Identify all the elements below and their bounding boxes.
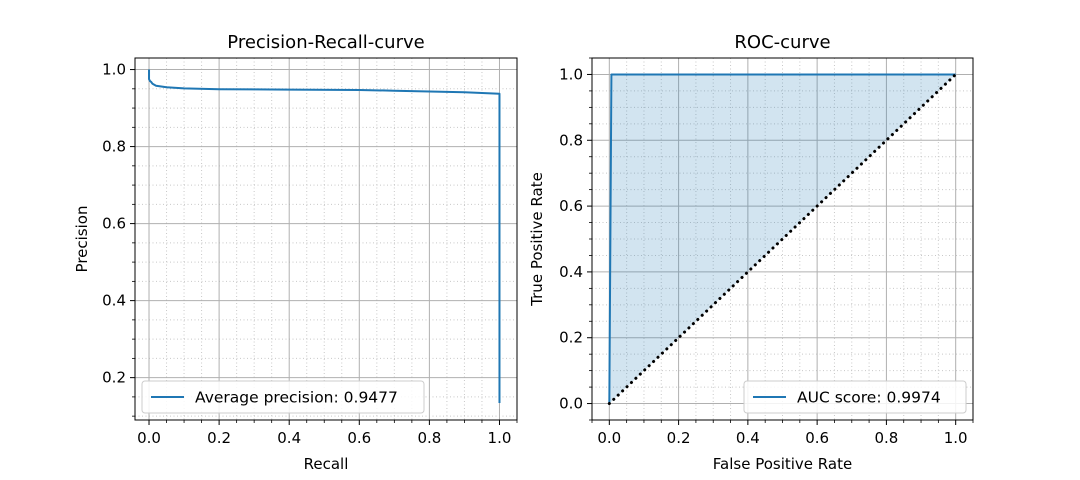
y-tick-label: 0.6: [102, 215, 126, 233]
x-axis-title: False Positive Rate: [713, 455, 852, 473]
roc-curve-panel: 0.0 0.2 0.4 0.6 0.8 1.0 0.0 0.2 0.4 0.6 0.8 1.0 ROC-…: [528, 32, 974, 473]
x-tick-label: 0.0: [597, 429, 621, 447]
y-tick-label: 0.8: [102, 138, 126, 156]
x-tick-label: 0.6: [347, 429, 371, 447]
legend: Average precision: 0.9477: [141, 380, 425, 414]
y-axis-title: Precision: [73, 206, 91, 273]
legend: AUC score: 0.9974: [743, 380, 967, 414]
x-tick-label: 0.8: [417, 429, 441, 447]
x-tick-label: 1.0: [944, 429, 968, 447]
y-tick-label: 0.2: [102, 369, 126, 387]
axes-frame: [134, 57, 518, 421]
series-line: [148, 69, 501, 404]
y-tick-label: 0.2: [559, 329, 583, 347]
y-axis-title: True Positive Rate: [528, 172, 546, 307]
x-axis-title: Recall: [304, 455, 349, 473]
chart-title: ROC-curve: [734, 32, 830, 53]
x-tick-label: 0.2: [207, 429, 231, 447]
y-tick-label: 0.6: [559, 197, 583, 215]
x-tick-label: 0.4: [736, 429, 760, 447]
y-tick-label: 0.4: [559, 263, 583, 281]
legend-box: [141, 380, 425, 414]
x-tick-label: 1.0: [488, 429, 512, 447]
plot-area: [135, 58, 517, 420]
y-tick-label: 0.8: [559, 131, 583, 149]
x-tick-label: 0.8: [874, 429, 898, 447]
x-tick-label: 0.0: [137, 429, 161, 447]
pr-curve-panel: 0.0 0.2 0.4 0.6 0.8 1.0 0.2 0.4 0.6 0.8 1.0 Precisi…: [73, 32, 518, 473]
y-tick-label: 1.0: [559, 65, 583, 83]
y-tick-label: 0.0: [559, 395, 583, 413]
x-tick-label: 0.4: [277, 429, 301, 447]
auc-fill-area: [609, 74, 956, 404]
legend-label: Average precision: 0.9477: [195, 389, 398, 407]
chance-diagonal-line: [607, 72, 958, 406]
x-tick-label: 0.6: [805, 429, 829, 447]
legend-box: [743, 380, 967, 414]
y-tick-label: 1.0: [102, 61, 126, 79]
chart-title: Precision-Recall-curve: [227, 32, 424, 53]
series-line: [608, 73, 956, 404]
x-tick-label: 0.2: [667, 429, 691, 447]
legend-label: AUC score: 0.9974: [797, 389, 941, 407]
y-tick-label: 0.4: [102, 292, 126, 310]
